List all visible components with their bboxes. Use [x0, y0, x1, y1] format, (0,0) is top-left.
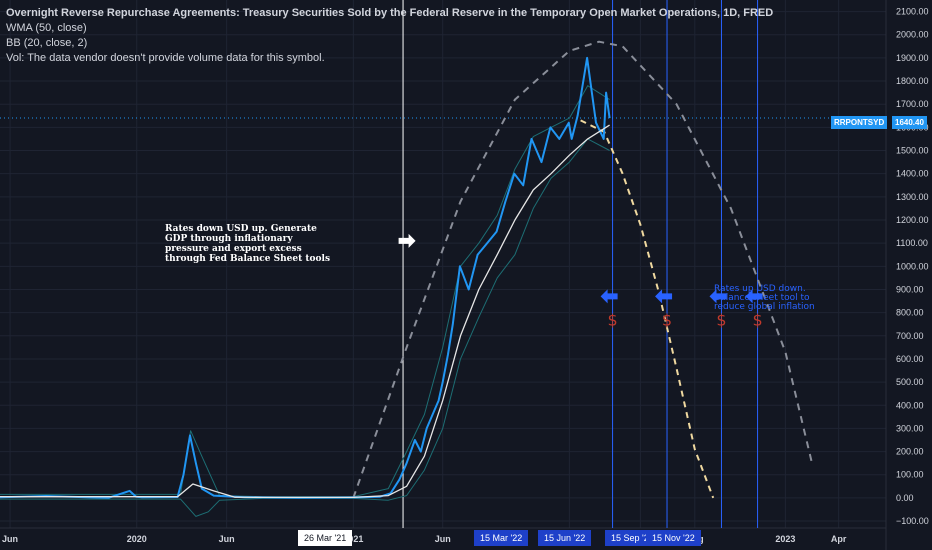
date-mark-1: 15 Mar '22 [474, 530, 529, 546]
x-tick-label: Jun [219, 534, 235, 544]
y-tick-label: 1300.00 [896, 192, 929, 202]
projection-inner-curve [580, 119, 715, 499]
dollar-icon: $ [607, 310, 617, 329]
y-tick-label: 2100.00 [896, 7, 929, 17]
y-tick-label: 400.00 [896, 400, 924, 410]
date-mark-2: 15 Jun '22 [538, 530, 592, 546]
x-tick-label: 2023 [775, 534, 795, 544]
arrow-left-icon [655, 289, 673, 304]
bb-lower-line [0, 138, 610, 517]
x-tick-label: Jun [435, 534, 451, 544]
wma-line [0, 124, 610, 499]
arrow-left-icon [600, 289, 618, 304]
y-tick-label: 0.00 [896, 493, 914, 503]
last-price-label: 1640.40 [892, 116, 927, 129]
chart-title: Overnight Reverse Repurchase Agreements:… [6, 7, 774, 19]
y-tick-label: 2000.00 [896, 30, 929, 40]
y-tick-label: 1700.00 [896, 99, 929, 109]
x-tick-label: Jun [2, 534, 18, 544]
volume-legend-label: Vol: The data vendor doesn't provide vol… [6, 52, 325, 64]
dollar-icon: $ [662, 310, 672, 329]
chart-legend: Overnight Reverse Repurchase Agreements:… [6, 6, 773, 66]
rrp-series-line [0, 56, 611, 499]
arrow-left-icon [745, 289, 763, 304]
date-mark-4: 15 Nov '22 [646, 530, 701, 546]
projection-outer-curve [352, 40, 813, 499]
y-tick-label: 1800.00 [896, 76, 929, 86]
y-tick-label: 700.00 [896, 331, 924, 341]
y-tick-label: 800.00 [896, 308, 924, 318]
y-tick-label: −100.00 [896, 516, 929, 526]
x-tick-label: 2020 [127, 534, 147, 544]
y-tick-label: 500.00 [896, 377, 924, 387]
y-tick-label: 1900.00 [896, 53, 929, 63]
rates-up-annotation: Rates up USD down. Balance sheet tool to… [714, 284, 815, 312]
y-tick-label: 200.00 [896, 447, 924, 457]
arrow-right-icon [398, 233, 416, 248]
bb-upper-line [0, 85, 610, 498]
y-tick-label: 100.00 [896, 470, 924, 480]
bb-legend-label: BB (20, close, 2) [6, 37, 88, 49]
y-tick-label: 1000.00 [896, 261, 929, 271]
y-tick-label: 600.00 [896, 354, 924, 364]
y-tick-label: 1500.00 [896, 146, 929, 156]
y-tick-label: 1400.00 [896, 169, 929, 179]
y-tick-label: 300.00 [896, 423, 924, 433]
cursor-date-label: 26 Mar '21 [298, 530, 353, 546]
wma-legend-label: WMA (50, close) [6, 22, 87, 34]
y-tick-label: 1100.00 [896, 238, 928, 248]
arrow-left-icon [709, 289, 727, 304]
rates-down-annotation: Rates down USD up. Generate GDP through … [165, 224, 331, 264]
x-tick-label: 2021 [343, 534, 363, 544]
dollar-icon: $ [716, 310, 726, 329]
dollar-icon: $ [752, 310, 762, 329]
y-tick-label: 1200.00 [896, 215, 929, 225]
x-tick-label: Apr [831, 534, 847, 544]
symbol-price-tag: RRPONTSYD [831, 116, 888, 129]
y-tick-label: 900.00 [896, 284, 924, 294]
